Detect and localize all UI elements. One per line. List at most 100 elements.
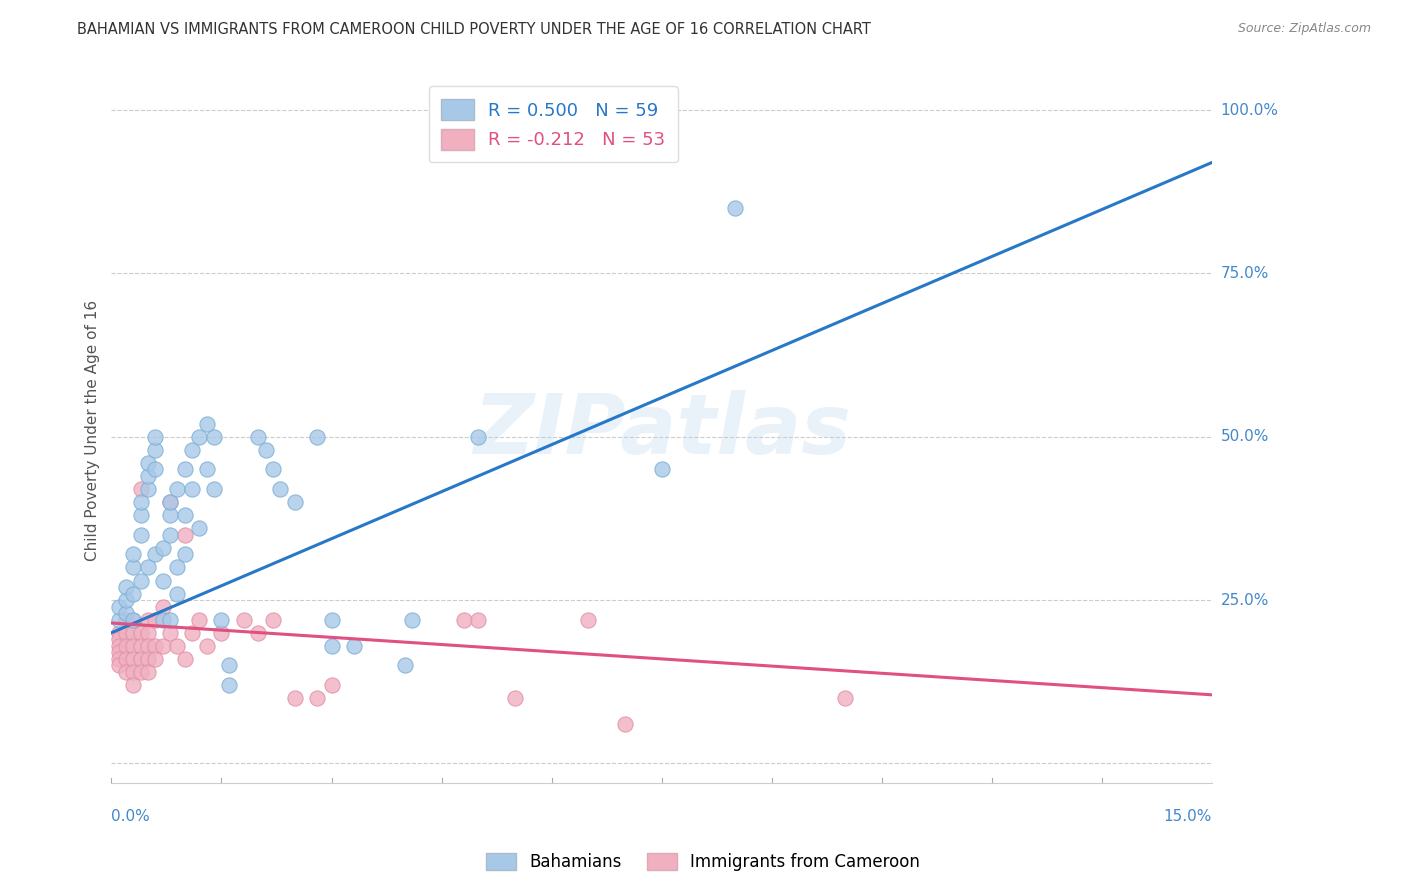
Point [129, 625, 152, 640]
Point [305, 691, 328, 706]
Point [173, 652, 195, 666]
Point [321, 639, 343, 653]
Point [136, 613, 159, 627]
Point [152, 639, 174, 653]
Point [122, 613, 145, 627]
Point [145, 430, 167, 444]
Point [152, 541, 174, 555]
Point [152, 574, 174, 588]
Point [145, 652, 167, 666]
Point [232, 613, 254, 627]
Text: BAHAMIAN VS IMMIGRANTS FROM CAMEROON CHILD POVERTY UNDER THE AGE OF 16 CORRELATI: BAHAMIAN VS IMMIGRANTS FROM CAMEROON CHI… [77, 22, 872, 37]
Point [305, 430, 328, 444]
Point [129, 495, 152, 509]
Text: ZIPatlas: ZIPatlas [472, 390, 851, 471]
Point [136, 665, 159, 679]
Text: 25.0%: 25.0% [1220, 592, 1268, 607]
Point [614, 717, 637, 731]
Point [834, 691, 856, 706]
Point [321, 678, 343, 692]
Point [145, 462, 167, 476]
Point [122, 547, 145, 561]
Point [247, 625, 270, 640]
Y-axis label: Child Poverty Under the Age of 16: Child Poverty Under the Age of 16 [86, 300, 100, 561]
Point [724, 201, 747, 215]
Point [181, 625, 204, 640]
Point [173, 462, 195, 476]
Text: 100.0%: 100.0% [1220, 103, 1278, 118]
Point [145, 639, 167, 653]
Point [453, 613, 475, 627]
Point [173, 508, 195, 523]
Point [218, 658, 240, 673]
Point [188, 521, 211, 535]
Point [173, 528, 195, 542]
Point [122, 652, 145, 666]
Point [122, 678, 145, 692]
Point [107, 599, 129, 614]
Text: 15.0%: 15.0% [1164, 809, 1212, 824]
Point [129, 574, 152, 588]
Point [262, 613, 284, 627]
Point [129, 639, 152, 653]
Point [181, 482, 204, 496]
Point [578, 613, 600, 627]
Point [107, 652, 129, 666]
Point [107, 632, 129, 647]
Point [122, 560, 145, 574]
Point [269, 482, 291, 496]
Point [166, 482, 188, 496]
Point [188, 430, 211, 444]
Point [166, 586, 188, 600]
Point [122, 665, 145, 679]
Point [115, 639, 138, 653]
Point [145, 613, 167, 627]
Point [342, 639, 364, 653]
Point [107, 613, 129, 627]
Point [115, 580, 138, 594]
Point [254, 442, 277, 457]
Point [188, 613, 211, 627]
Point [211, 613, 233, 627]
Point [136, 625, 159, 640]
Point [129, 652, 152, 666]
Point [136, 639, 159, 653]
Point [467, 430, 489, 444]
Point [159, 495, 181, 509]
Point [503, 691, 526, 706]
Point [181, 442, 204, 457]
Point [211, 625, 233, 640]
Point [115, 665, 138, 679]
Point [166, 560, 188, 574]
Legend: Bahamians, Immigrants from Cameroon: Bahamians, Immigrants from Cameroon [478, 845, 928, 880]
Point [173, 547, 195, 561]
Point [202, 482, 225, 496]
Point [202, 430, 225, 444]
Point [115, 652, 138, 666]
Point [115, 625, 138, 640]
Point [247, 430, 270, 444]
Point [136, 652, 159, 666]
Point [152, 613, 174, 627]
Point [122, 639, 145, 653]
Point [218, 678, 240, 692]
Point [321, 613, 343, 627]
Point [145, 442, 167, 457]
Point [122, 625, 145, 640]
Point [129, 528, 152, 542]
Point [107, 645, 129, 659]
Point [284, 691, 307, 706]
Point [159, 495, 181, 509]
Point [166, 639, 188, 653]
Point [115, 613, 138, 627]
Point [129, 482, 152, 496]
Point [195, 417, 218, 431]
Point [136, 560, 159, 574]
Text: 50.0%: 50.0% [1220, 429, 1268, 444]
Point [107, 639, 129, 653]
Point [136, 456, 159, 470]
Point [115, 606, 138, 620]
Point [129, 508, 152, 523]
Point [159, 508, 181, 523]
Point [145, 547, 167, 561]
